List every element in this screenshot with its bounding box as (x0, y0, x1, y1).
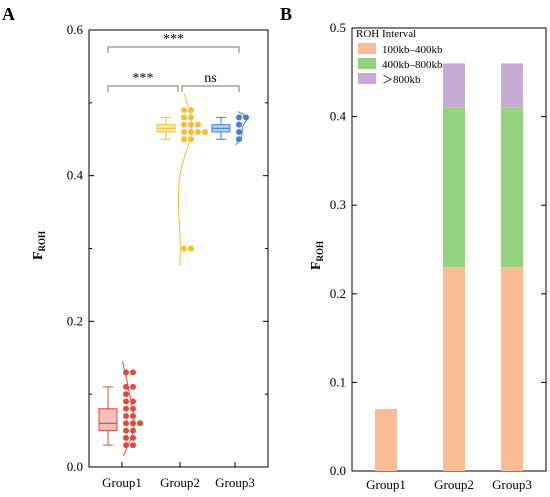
significance-label: *** (163, 32, 184, 47)
data-point (202, 128, 208, 135)
box-body (98, 408, 118, 432)
data-point (188, 121, 194, 128)
data-point (188, 114, 194, 121)
data-point (181, 128, 187, 135)
data-point (123, 434, 129, 441)
data-point (130, 427, 136, 434)
panel-a-ylabel-sub: ROH (37, 231, 47, 252)
data-point (188, 136, 194, 143)
data-point (137, 420, 143, 427)
density-curve (177, 92, 193, 267)
data-point (236, 136, 242, 143)
stacked-bar-segment (501, 63, 523, 108)
panel-a-letter: A (2, 4, 15, 24)
panel-a-ytick-label: 0.6 (67, 22, 84, 37)
panel-a-ytick-label: 0.4 (67, 168, 84, 183)
data-point (195, 121, 201, 128)
panel-a-xtick-label: Group3 (215, 475, 255, 490)
data-point (181, 114, 187, 121)
data-point (236, 121, 242, 128)
panel-a-ylabel-main: F (31, 251, 46, 260)
data-point (188, 245, 194, 252)
data-point (123, 369, 129, 376)
panel-a-significance: *** *** ns (107, 32, 240, 92)
legend-swatch (358, 73, 376, 84)
data-point (123, 427, 129, 434)
data-point (243, 114, 249, 121)
data-point (123, 391, 129, 398)
data-point (236, 114, 242, 121)
legend-entry: 400kb–800kb (382, 59, 443, 71)
data-point (181, 136, 187, 143)
panel-b-plot (375, 63, 523, 471)
data-point (130, 369, 136, 376)
stacked-bar-segment (501, 267, 523, 471)
panel-b: B FROH 0.0 0.1 0.2 0.3 0.4 0.5 Group1 Group2 Gro… (280, 4, 547, 492)
panel-a-axes: 0.0 0.2 0.4 0.6 Group1 Group2 Group3 (67, 22, 269, 490)
data-point (130, 383, 136, 390)
panel-b-xtick-label: Group3 (492, 477, 532, 492)
panel-a-ytick-label: 0.0 (67, 459, 83, 474)
legend-swatch (358, 43, 376, 54)
data-point (188, 107, 194, 114)
data-point (123, 405, 129, 412)
panel-b-xtick-label: Group2 (434, 477, 474, 492)
stacked-bar-segment (443, 63, 465, 108)
data-point (130, 434, 136, 441)
stacked-bar-segment (375, 408, 397, 471)
panel-b-ytick-label: 0.3 (330, 197, 346, 212)
data-point (181, 107, 187, 114)
significance-label: ns (204, 71, 216, 86)
panel-a-ylabel: FROH (31, 231, 47, 260)
legend-entry: ＞800kb (382, 74, 421, 86)
legend-title: ROH Interval (356, 28, 416, 40)
data-point (123, 442, 129, 449)
panel-a-xtick-label: Group2 (160, 475, 200, 490)
significance-bracket (181, 85, 240, 92)
data-point (123, 413, 129, 420)
significance-bracket (107, 46, 240, 53)
panel-a-xtick-label: Group1 (102, 475, 142, 490)
panel-b-ytick-label: 0.4 (330, 109, 347, 124)
legend-swatch (358, 58, 376, 69)
stacked-bar-segment (501, 107, 523, 268)
data-point (130, 413, 136, 420)
panel-b-letter: B (280, 4, 292, 24)
stacked-bar-segment (443, 107, 465, 268)
panel-b-ytick-label: 0.0 (330, 463, 346, 478)
panel-a: A FROH 0.0 0.2 0.4 0.6 Group1 Group2 Group3 **… (2, 4, 269, 490)
stacked-bar-segment (443, 267, 465, 471)
data-point (236, 128, 242, 135)
data-point (181, 121, 187, 128)
significance-label: *** (133, 71, 154, 86)
panel-b-ylabel-sub: ROH (315, 241, 325, 262)
panel-b-ytick-label: 0.2 (330, 286, 346, 301)
data-point (188, 128, 194, 135)
data-point (130, 420, 136, 427)
data-point (130, 405, 136, 412)
data-point (181, 245, 187, 252)
panel-a-frame (88, 29, 269, 468)
panel-b-xtick-label: Group1 (366, 477, 406, 492)
data-point (130, 442, 136, 449)
panel-b-ytick-label: 0.5 (330, 20, 346, 35)
significance-bracket (107, 85, 179, 92)
panel-a-ytick-label: 0.2 (67, 313, 83, 328)
panel-b-legend: ROH Interval 100kb–400kb 400kb–800kb ＞800k… (356, 28, 443, 86)
panel-b-ylabel-main: F (309, 261, 324, 270)
data-point (123, 398, 129, 405)
panel-b-ylabel: FROH (309, 241, 325, 270)
panel-b-ytick-label: 0.1 (330, 374, 346, 389)
data-point (123, 383, 129, 390)
data-point (130, 398, 136, 405)
panel-a-plot (98, 92, 249, 457)
data-point (195, 128, 201, 135)
legend-entry: 100kb–400kb (382, 44, 443, 56)
data-point (123, 420, 129, 427)
